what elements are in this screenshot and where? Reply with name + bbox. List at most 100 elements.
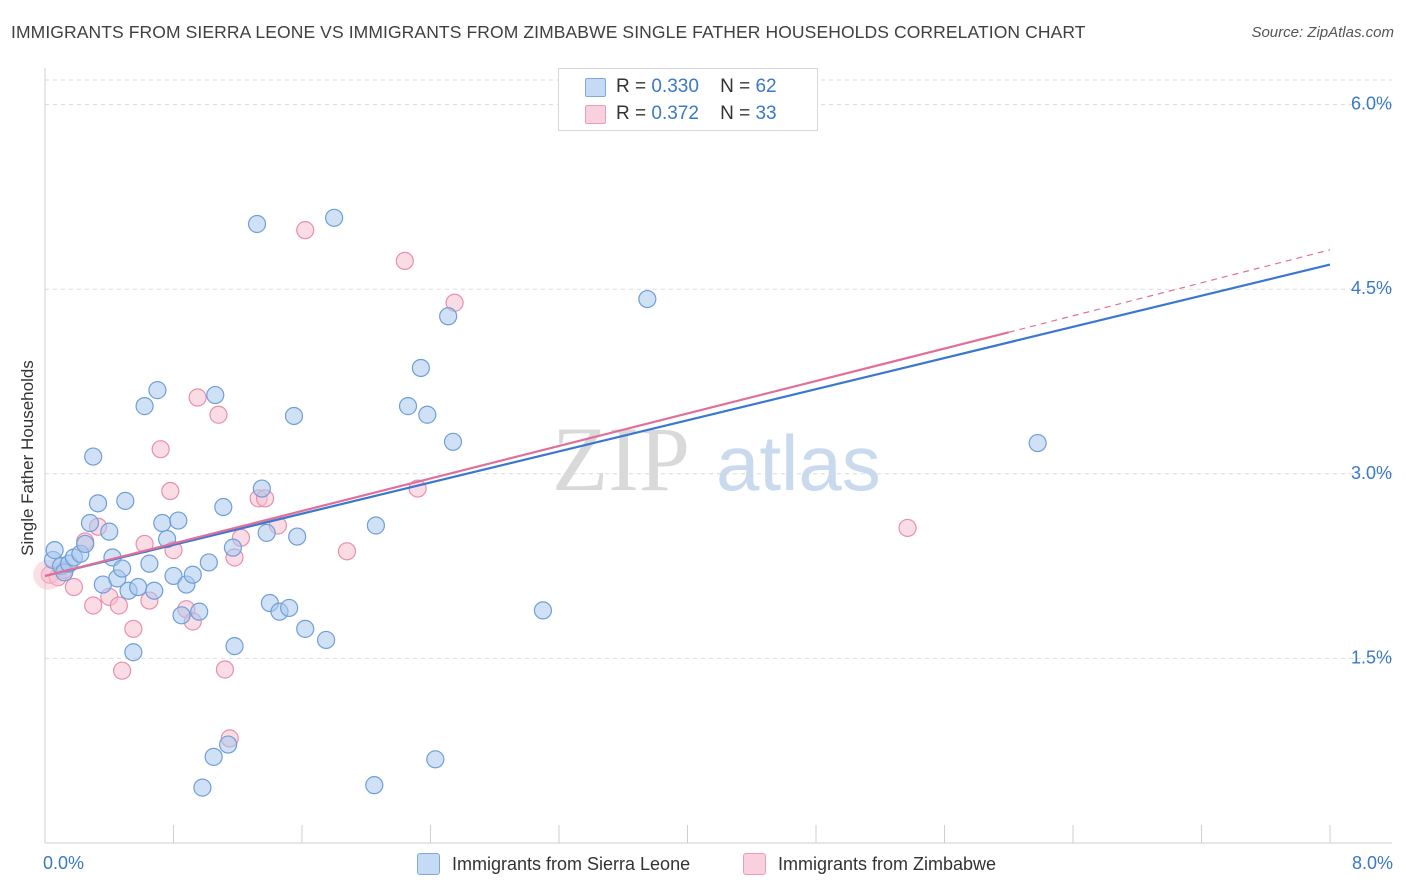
bottom-legend-swatch-pink: [743, 853, 766, 875]
data-point-sierra-leone: [398, 397, 418, 416]
legend-r-label: R =: [616, 76, 647, 97]
data-point-sierra-leone: [439, 307, 458, 326]
grid-lines: [45, 79, 1392, 659]
watermark-zip: ZIP: [552, 408, 690, 510]
data-point-sierra-leone: [135, 397, 154, 416]
bottom-legend-label: Immigrants from Zimbabwe: [778, 853, 997, 874]
data-point-sierra-leone: [533, 601, 553, 620]
data-point-sierra-leone: [219, 735, 238, 754]
axes: [44, 68, 1392, 844]
legend-row-zimbabwe: R = 0.372 N = 33: [585, 102, 777, 126]
bottom-legend-label: Immigrants from Sierra Leone: [452, 853, 691, 874]
data-point-zimbabwe: [161, 481, 180, 501]
data-point-sierra-leone: [153, 513, 172, 533]
data-point-sierra-leone: [247, 214, 267, 234]
data-point-zimbabwe: [64, 577, 84, 597]
legend-n-value: 62: [755, 76, 777, 97]
data-point-sierra-leone: [88, 494, 108, 513]
data-point-sierra-leone: [129, 577, 148, 597]
data-point-sierra-leone: [638, 289, 657, 309]
legend-n-label: N =: [720, 103, 751, 124]
data-point-zimbabwe: [209, 405, 228, 424]
data-point-sierra-leone: [365, 776, 384, 795]
watermark-atlas: atlas: [716, 419, 881, 507]
data-point-sierra-leone: [80, 513, 100, 533]
correlation-legend: R = 0.330 N = 62 R = 0.372 N = 33: [558, 68, 818, 131]
data-point-sierra-leone: [164, 566, 183, 586]
data-point-sierra-leone: [223, 538, 243, 557]
trend-line-zimbabwe-extension: [1008, 249, 1331, 333]
data-point-sierra-leone: [140, 554, 159, 573]
data-point-sierra-leone: [100, 522, 119, 541]
data-point-sierra-leone: [124, 643, 143, 662]
data-point-sierra-leone: [1028, 433, 1047, 453]
x-tick-label: 0.0%: [43, 853, 84, 873]
y-tick-label: 4.5%: [1351, 278, 1392, 298]
legend-r-label: R =: [616, 103, 647, 124]
data-point-sierra-leone: [206, 385, 225, 405]
data-point-sierra-leone: [84, 447, 103, 466]
legend-row-sierra-leone: R = 0.330 N = 62: [585, 75, 777, 99]
data-point-sierra-leone: [145, 581, 164, 600]
data-point-sierra-leone: [411, 358, 430, 378]
data-point-zimbabwe: [188, 388, 207, 407]
data-point-zimbabwe: [151, 440, 170, 459]
data-point-sierra-leone: [169, 511, 188, 530]
bottom-legend-swatch-blue: [417, 853, 440, 875]
data-point-sierra-leone: [199, 553, 218, 572]
trend-line-zimbabwe: [44, 331, 1010, 578]
bottom-legend-zimbabwe: Immigrants from Zimbabwe: [743, 851, 996, 877]
data-point-zimbabwe: [124, 619, 143, 638]
y-axis-label: Single Father Households: [18, 360, 37, 556]
data-point-sierra-leone: [443, 432, 463, 451]
legend-swatch-pink: [585, 104, 606, 124]
bottom-legend-sierra-leone: Immigrants from Sierra Leone: [417, 851, 690, 877]
data-point-sierra-leone: [112, 559, 132, 578]
y-tick-label: 3.0%: [1351, 463, 1392, 483]
series-sierra-leone-points: [43, 208, 1047, 797]
data-point-sierra-leone: [280, 598, 299, 618]
data-point-sierra-leone: [325, 208, 344, 227]
data-point-zimbabwe: [109, 596, 128, 615]
y-tick-label: 1.5%: [1351, 647, 1392, 667]
data-point-sierra-leone: [45, 541, 64, 560]
data-point-zimbabwe: [84, 596, 103, 615]
data-point-sierra-leone: [214, 497, 233, 517]
data-point-zimbabwe: [898, 518, 917, 538]
legend-r-value: 0.372: [651, 103, 699, 124]
data-point-zimbabwe: [296, 221, 315, 240]
watermark: ZIP atlas: [552, 408, 881, 510]
data-point-sierra-leone: [193, 778, 212, 797]
data-point-zimbabwe: [215, 660, 234, 679]
data-point-sierra-leone: [284, 406, 304, 426]
data-point-sierra-leone: [172, 606, 191, 625]
data-point-sierra-leone: [190, 602, 209, 621]
data-point-zimbabwe: [337, 542, 357, 561]
data-point-sierra-leone: [148, 381, 167, 400]
legend-n-value: 33: [755, 103, 777, 124]
data-point-zimbabwe: [395, 251, 414, 271]
data-point-sierra-leone: [225, 636, 244, 656]
data-point-sierra-leone: [76, 534, 95, 554]
tick-labels: 1.5% 3.0% 4.5% 6.0% 0.0% 8.0%: [43, 94, 1393, 873]
data-point-sierra-leone: [366, 516, 385, 535]
x-tick-label: 8.0%: [1352, 853, 1393, 873]
legend-n-label: N =: [720, 76, 751, 97]
data-point-sierra-leone: [288, 527, 307, 546]
data-point-sierra-leone: [426, 750, 445, 769]
legend-swatch-blue: [585, 77, 606, 97]
data-point-sierra-leone: [252, 479, 271, 498]
y-tick-label: 6.0%: [1351, 94, 1392, 114]
data-point-zimbabwe: [112, 661, 132, 680]
data-point-sierra-leone: [418, 405, 437, 424]
chart-title: IMMIGRANTS FROM SIERRA LEONE VS IMMIGRAN…: [11, 22, 1086, 42]
data-point-sierra-leone: [204, 747, 223, 766]
trend-lines: [44, 249, 1331, 578]
data-point-sierra-leone: [296, 619, 315, 638]
data-point-sierra-leone: [316, 630, 336, 650]
trend-line-sierra-leone: [44, 263, 1331, 578]
legend-r-value: 0.330: [651, 76, 699, 97]
data-point-sierra-leone: [183, 565, 202, 584]
source-label: Source: ZipAtlas.com: [1251, 24, 1394, 41]
